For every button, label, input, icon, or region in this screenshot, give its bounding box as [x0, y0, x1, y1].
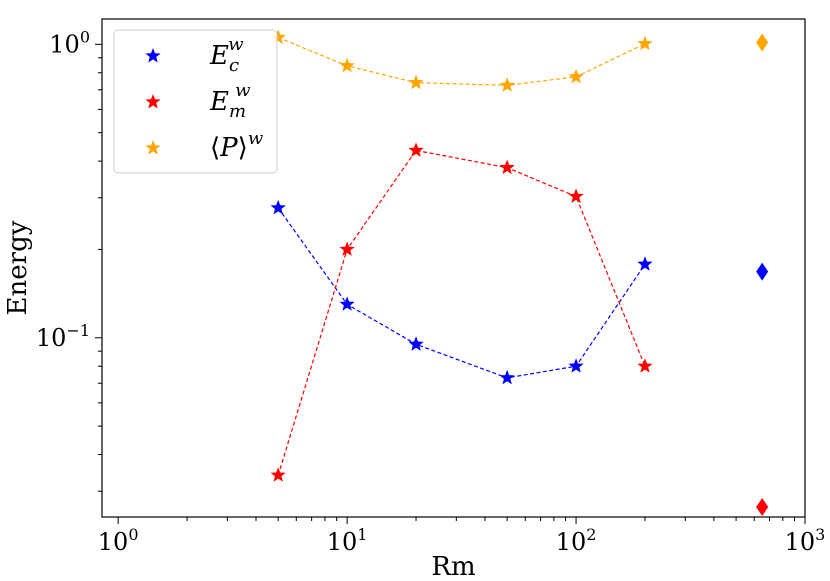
legend-box — [113, 29, 278, 174]
y-tick-exponent: 0 — [80, 27, 90, 46]
data-point-diamond — [756, 498, 769, 517]
x-tick-exponent: 3 — [815, 525, 825, 544]
data-point-star — [568, 188, 584, 203]
data-point-star — [339, 57, 355, 73]
data-point-star — [499, 369, 515, 385]
data-point-diamond — [756, 33, 769, 52]
data-point-star — [270, 199, 286, 215]
legend-main: P — [219, 133, 238, 163]
legend-main: E — [209, 87, 229, 117]
legend-subscript: c — [229, 55, 239, 76]
legend-bracket: ⟨ — [210, 133, 220, 163]
data-point-star — [568, 68, 584, 84]
legend-subscript: m — [229, 101, 246, 122]
x-tick-exponent: 0 — [128, 525, 138, 544]
legend-superscript: w — [248, 128, 264, 149]
x-tick-exponent: 2 — [586, 525, 596, 544]
x-tick-label: 101 — [327, 525, 368, 556]
data-point-star — [408, 336, 424, 351]
data-point-star — [408, 74, 424, 90]
data-point-star — [499, 159, 515, 175]
x-axis-label: Rm — [431, 552, 475, 581]
legend-marker — [145, 94, 161, 109]
legend-main: E — [209, 41, 229, 71]
x-tick-base: 10 — [98, 528, 129, 556]
legend-label: Ecw — [209, 34, 244, 76]
legend-marker — [145, 140, 161, 155]
legend-label: Emw — [209, 80, 251, 122]
y-tick-exponent: −1 — [66, 321, 90, 340]
data-point-star — [637, 35, 653, 51]
data-point-diamond — [756, 262, 769, 281]
legend-label: ⟨P⟩w — [210, 128, 264, 163]
x-tick-base: 10 — [785, 528, 816, 556]
data-point-star — [408, 142, 424, 157]
y-tick-label: 10−1 — [36, 321, 90, 352]
y-tick-base: 10 — [49, 30, 80, 58]
series-line — [277, 149, 646, 476]
x-tick-label: 102 — [556, 525, 597, 556]
x-tick-label: 100 — [98, 525, 139, 556]
data-point-star — [637, 358, 653, 373]
plot-frame — [101, 18, 806, 518]
series-2 — [270, 29, 769, 92]
data-point-star — [270, 29, 286, 44]
data-point-star — [568, 358, 584, 373]
y-axis-label: Energy — [3, 220, 33, 315]
y-tick-label: 100 — [49, 27, 90, 58]
data-point-star — [637, 256, 653, 271]
x-tick-base: 10 — [556, 528, 587, 556]
legend-bracket: ⟩ — [238, 133, 248, 163]
data-point-star — [339, 296, 355, 311]
x-tick-exponent: 1 — [357, 525, 367, 544]
legend-superscript: w — [235, 80, 251, 101]
x-tick-label: 103 — [785, 525, 826, 556]
data-point-star — [499, 77, 515, 92]
y-tick-base: 10 — [36, 324, 67, 352]
data-point-star — [270, 467, 286, 482]
series-1 — [270, 142, 769, 517]
legend-superscript: w — [228, 34, 244, 55]
data-point-star — [339, 241, 355, 256]
series-line — [277, 36, 646, 86]
series-layer — [270, 29, 769, 517]
x-tick-base: 10 — [327, 528, 358, 556]
legend-marker — [145, 48, 161, 63]
